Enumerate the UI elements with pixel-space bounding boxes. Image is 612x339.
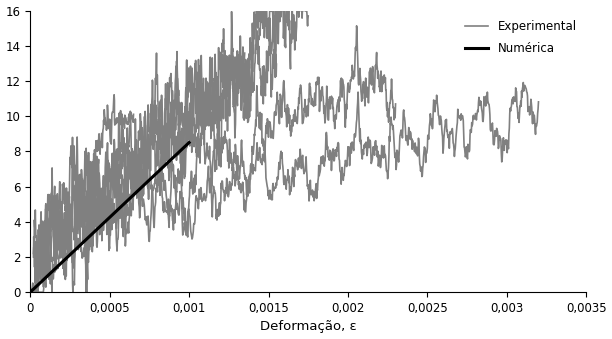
Experimental — [240, 59, 247, 63]
Numérica — [26, 290, 34, 294]
X-axis label: Deformação, ε: Deformação, ε — [260, 320, 357, 334]
Line: Experimental: Experimental — [34, 11, 277, 287]
Numérica — [185, 141, 193, 145]
Experimental — [40, 285, 47, 289]
Legend: Experimental, Numérica: Experimental, Numérica — [461, 17, 580, 59]
Experimental — [203, 94, 211, 98]
Experimental — [257, 8, 264, 13]
Experimental — [213, 89, 220, 94]
Experimental — [134, 157, 141, 161]
Experimental — [56, 230, 64, 234]
Experimental — [93, 160, 100, 164]
Experimental — [273, 62, 280, 66]
Line: Numérica: Numérica — [30, 143, 189, 292]
Experimental — [30, 255, 37, 259]
